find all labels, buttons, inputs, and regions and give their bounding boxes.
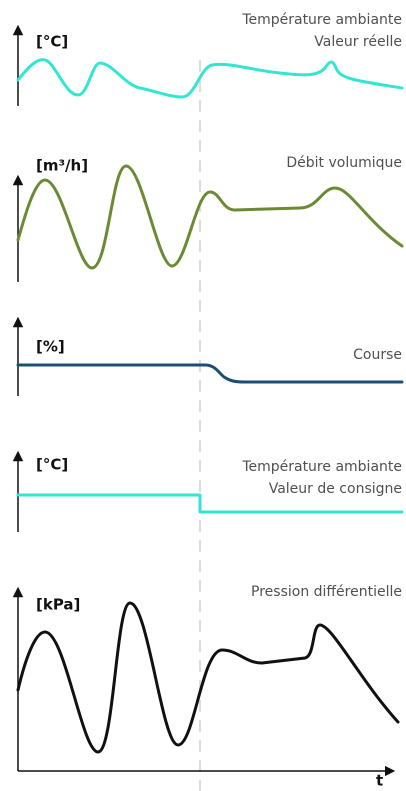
- unit-label: [°C]: [36, 33, 68, 51]
- time-axis-label: t: [376, 772, 383, 790]
- unit-label: [%]: [36, 338, 65, 356]
- panel-title: Débit volumique: [286, 155, 402, 171]
- unit-label: [°C]: [36, 456, 68, 474]
- signal-curve: [16, 601, 400, 754]
- panel-title: Température ambiante: [241, 459, 402, 475]
- unit-label: [m³/h]: [36, 157, 88, 175]
- panel-title: Température ambiante: [241, 12, 402, 28]
- signal-curve: [16, 363, 404, 384]
- panel-title: Course: [353, 347, 402, 363]
- panel-title: Pression différentielle: [251, 584, 402, 600]
- panel-title: Valeur réelle: [314, 34, 402, 50]
- signal-curve: [16, 164, 404, 270]
- panel-title: Valeur de consigne: [269, 481, 402, 497]
- signal-curve: [16, 58, 404, 99]
- unit-label: [kPa]: [36, 596, 80, 614]
- signal-curve: [16, 493, 404, 514]
